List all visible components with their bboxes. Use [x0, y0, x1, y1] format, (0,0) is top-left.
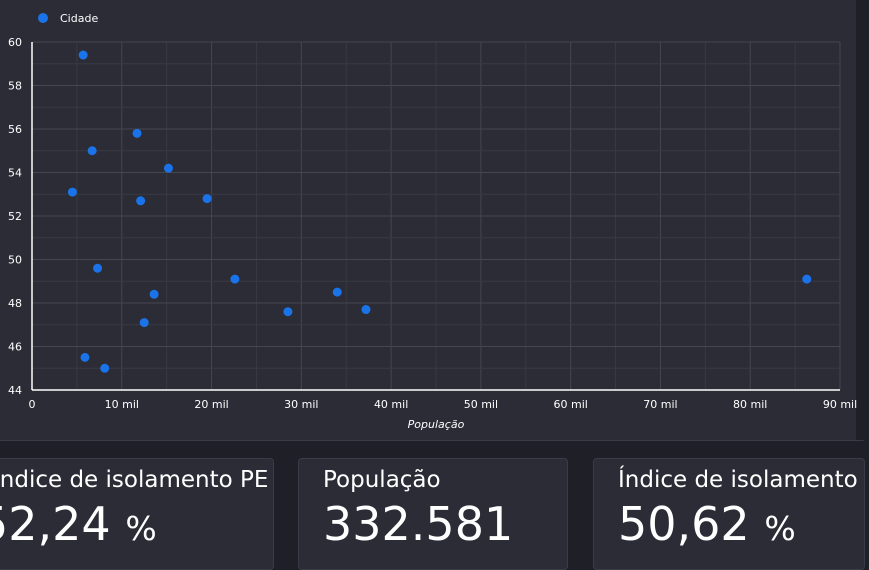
kpi-value: 50,62 %	[618, 497, 796, 551]
kpi-label: Índice de isolamento	[618, 467, 858, 493]
page-gutter	[856, 0, 869, 440]
y-tick-label: 54	[8, 167, 22, 180]
kpi-card-isolamento: Índice de isolamento 50,62 %	[593, 458, 865, 570]
data-point[interactable]	[78, 50, 88, 60]
x-tick-label: 0	[29, 398, 36, 411]
chart-card	[0, 0, 866, 441]
kpi-card-isolamento-pe: Índice de isolamento PE 52,24 %	[0, 458, 274, 570]
grid-lines	[31, 41, 841, 391]
data-point[interactable]	[149, 289, 159, 299]
data-point[interactable]	[332, 287, 342, 297]
data-point[interactable]	[230, 274, 240, 284]
y-tick-label: 46	[8, 341, 22, 354]
y-tick-label: 56	[8, 123, 22, 136]
x-tick-label: 70 mil	[643, 398, 677, 411]
kpi-unit: %	[125, 509, 157, 548]
x-tick-label: 80 mil	[733, 398, 767, 411]
x-tick-label: 60 mil	[554, 398, 588, 411]
data-point[interactable]	[136, 196, 146, 206]
data-point[interactable]	[67, 187, 77, 197]
y-tick-label: 44	[8, 384, 22, 397]
data-point[interactable]	[283, 307, 293, 317]
x-tick-label: 40 mil	[374, 398, 408, 411]
data-point[interactable]	[87, 146, 97, 156]
data-point[interactable]	[202, 194, 212, 204]
data-point[interactable]	[163, 163, 173, 173]
tick-labels: 0 10 mil 20 mil 30 mil 40 mil 50 mil 60 mil 70 …	[8, 36, 857, 411]
kpi-label: População	[323, 467, 441, 493]
data-point[interactable]	[802, 274, 812, 284]
axes	[31, 42, 840, 391]
y-tick-label: 58	[8, 80, 22, 93]
x-tick-label: 30 mil	[284, 398, 318, 411]
y-tick-label: 50	[8, 254, 22, 267]
kpi-value: 332.581	[323, 497, 514, 551]
y-tick-label: 60	[8, 36, 22, 49]
legend-marker	[38, 13, 48, 23]
data-point[interactable]	[100, 363, 110, 373]
x-tick-label: 90 mil	[823, 398, 857, 411]
data-point[interactable]	[80, 352, 90, 362]
x-axis-title: População	[408, 418, 465, 431]
kpi-label: Índice de isolamento PE	[0, 467, 269, 493]
kpi-value: 52,24 %	[0, 497, 157, 551]
x-tick-label: 20 mil	[194, 398, 228, 411]
data-point[interactable]	[132, 128, 142, 138]
data-point[interactable]	[361, 305, 371, 315]
data-point[interactable]	[139, 318, 149, 328]
data-point[interactable]	[93, 263, 103, 273]
kpi-card-populacao: População 332.581	[298, 458, 568, 570]
legend-label: Cidade	[60, 12, 98, 25]
scatter-chart: 0 10 mil 20 mil 30 mil 40 mil 50 mil 60 mil 70 …	[8, 12, 857, 431]
x-tick-label: 50 mil	[464, 398, 498, 411]
legend[interactable]: Cidade	[38, 12, 98, 25]
data-points	[67, 50, 812, 373]
y-tick-label: 52	[8, 210, 22, 223]
x-tick-label: 10 mil	[105, 398, 139, 411]
y-tick-label: 48	[8, 297, 22, 310]
kpi-unit: %	[764, 509, 796, 548]
